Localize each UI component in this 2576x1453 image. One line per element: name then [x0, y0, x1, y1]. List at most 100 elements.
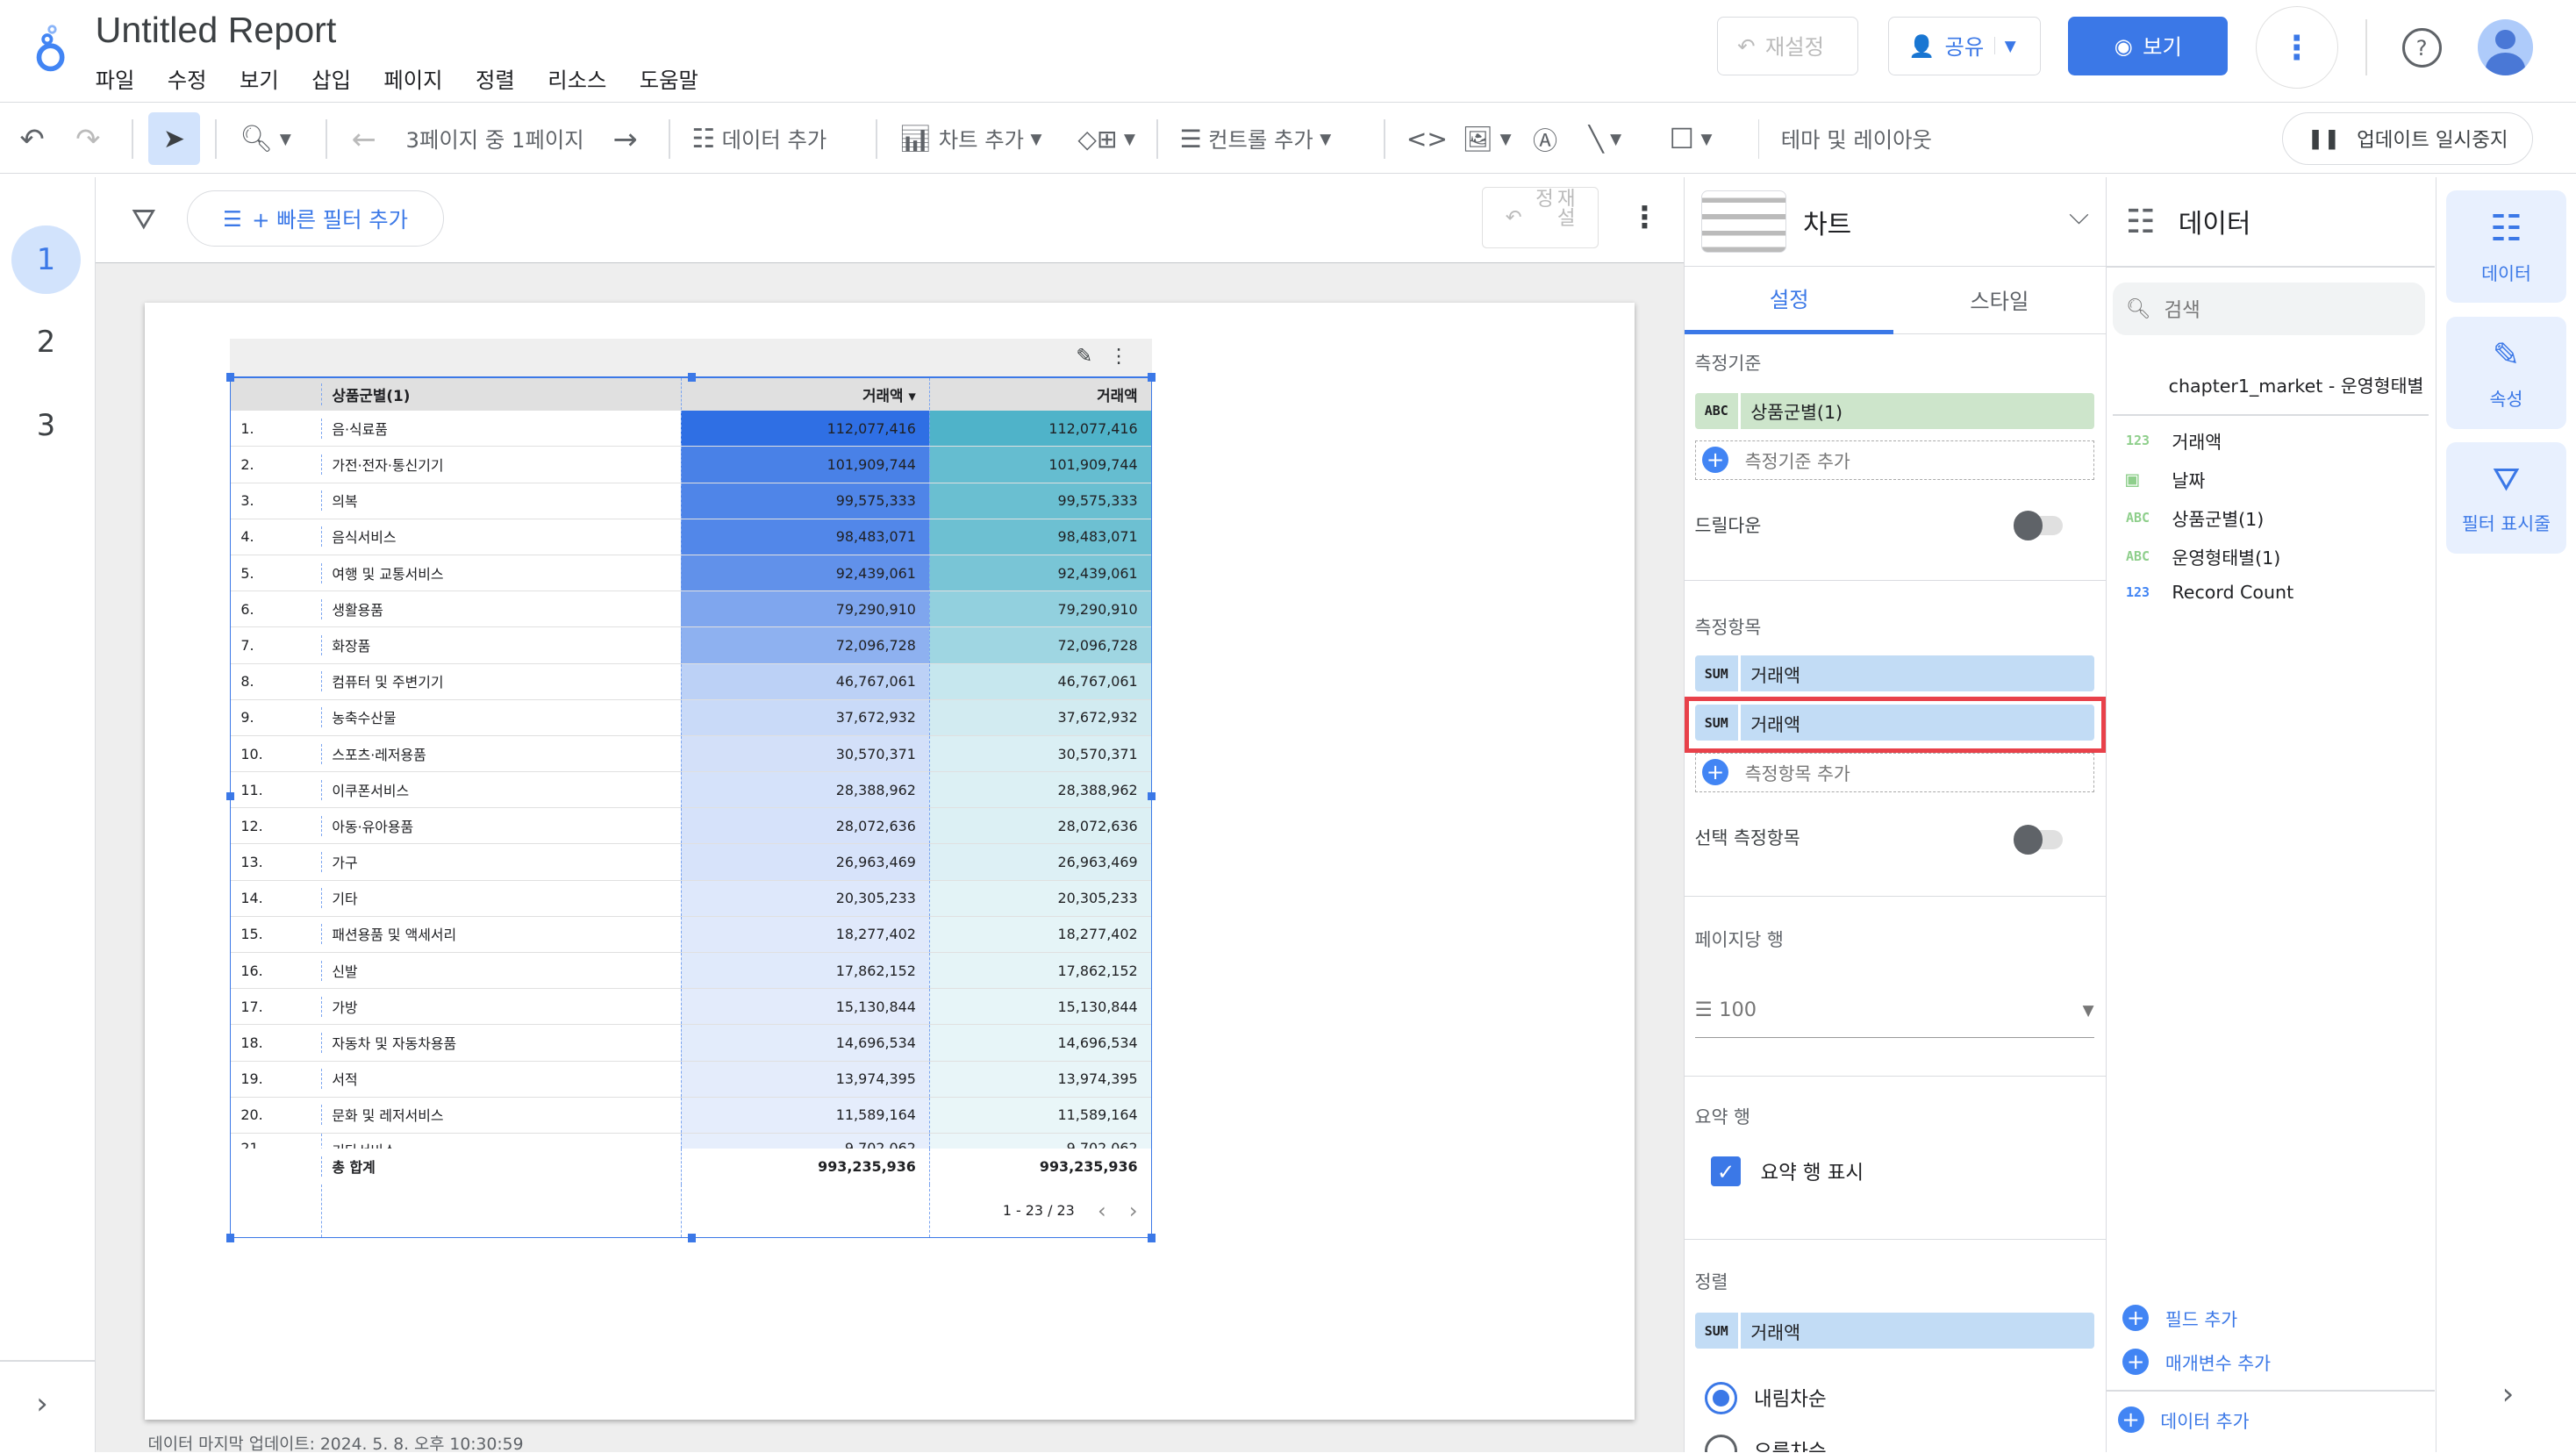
add-metric-button[interactable]: + 측정항목 추가	[1694, 752, 2094, 792]
table-row[interactable]: 13. 가구 26,963,469 26,963,469	[231, 844, 1151, 881]
table-row[interactable]: 7. 화장품 72,096,728 72,096,728	[231, 627, 1151, 664]
add-dimension-button[interactable]: + 측정기준 추가	[1694, 440, 2094, 480]
prev-page-icon[interactable]: ←	[351, 121, 376, 156]
dimension-chip[interactable]: ABC 상품군별(1)	[1694, 392, 2094, 429]
report-page[interactable]: ✎ ⋮ 상품군별(1) 거래액 ▾ 거래액 1. 음·식료품 112,077,416…	[144, 302, 1635, 1420]
table-chart[interactable]: ✎ ⋮ 상품군별(1) 거래액 ▾ 거래액 1. 음·식료품 112,077,416…	[225, 338, 1156, 1242]
add-control-button[interactable]: ☰ 컨트롤 추가 ▼	[1179, 124, 1332, 154]
next-page-icon[interactable]: ›	[1128, 1198, 1138, 1224]
chevron-down-icon[interactable]: ⌵	[2069, 200, 2089, 232]
edit-pencil-icon[interactable]: ✎	[1076, 345, 1093, 369]
table-row[interactable]: 21.기타서비스9,702,0629,702,062	[231, 1133, 1151, 1149]
chart-type-selector[interactable]: 차트	[1701, 190, 1851, 254]
column-header-amount[interactable]: 거래액	[928, 377, 1151, 411]
add-data-button[interactable]: + 데이터 추가	[2117, 1406, 2250, 1433]
table-row[interactable]: 2. 가전·전자·통신기기 101,909,744 101,909,744	[231, 447, 1151, 483]
table-row[interactable]: 1. 음·식료품 112,077,416 112,077,416	[231, 411, 1151, 447]
select-tool-icon[interactable]: ➤	[147, 112, 201, 166]
collapse-chevron-icon[interactable]: ›	[2501, 1377, 2515, 1412]
next-page-icon[interactable]: →	[612, 121, 638, 156]
add-data-button[interactable]: ☷ 데이터 추가	[691, 123, 827, 154]
table-row[interactable]: 5. 여행 및 교통서비스 92,439,061 92,439,061	[231, 555, 1151, 592]
pause-updates-button[interactable]: ❚❚ 업데이트 일시중지	[2281, 112, 2534, 166]
table-row[interactable]: 14. 기타 20,305,233 20,305,233	[231, 880, 1151, 917]
line-icon[interactable]: ╲ ▼	[1588, 124, 1622, 154]
metric-chip[interactable]: SUM 거래액	[1694, 705, 2094, 741]
page-2[interactable]: 2	[36, 324, 56, 359]
filter-icon[interactable]: ⛛	[131, 202, 157, 237]
field-item[interactable]: 123 Record Count	[2126, 582, 2293, 603]
rail-properties-button[interactable]: ✎ 속성	[2446, 317, 2566, 429]
field-search-input[interactable]: 🔍︎ 검색	[2113, 283, 2425, 335]
field-item[interactable]: ▣ 날짜	[2126, 466, 2205, 492]
page-1[interactable]: 1	[11, 225, 81, 295]
community-viz-button[interactable]: ◇⊞ ▼	[1077, 124, 1135, 154]
sort-ascending-radio[interactable]: 오름차순	[1704, 1434, 1827, 1453]
table-row[interactable]: 12. 아동·유아용품 28,072,636 28,072,636	[231, 808, 1151, 845]
add-chart-button[interactable]: 📊︎ 차트 추가 ▼	[898, 123, 1042, 154]
data-source-name[interactable]: chapter1_market - 운영형태별	[2168, 376, 2424, 397]
table-row[interactable]: 19. 서적 13,974,395 13,974,395	[231, 1061, 1151, 1098]
table-row[interactable]: 9. 농축수산물 37,672,932 37,672,932	[231, 699, 1151, 736]
filter-reset-button[interactable]: ↶ 재설정	[1481, 187, 1599, 248]
menu-insert[interactable]: 삽입	[311, 68, 351, 94]
chart-more-icon[interactable]: ⋮	[1108, 345, 1129, 369]
menu-file[interactable]: 파일	[95, 68, 135, 94]
redo-icon[interactable]: ↷	[75, 121, 101, 156]
table-row[interactable]: 6. 생활용품 79,290,910 79,290,910	[231, 591, 1151, 628]
shape-icon[interactable]: ☐ ▼	[1669, 122, 1713, 156]
rail-data-button[interactable]: ☷ 데이터	[2446, 190, 2566, 303]
menu-page[interactable]: 페이지	[383, 68, 443, 94]
menu-edit[interactable]: 수정	[167, 68, 207, 94]
metric-chip[interactable]: SUM 거래액	[1694, 655, 2094, 692]
sort-field-chip[interactable]: SUM 거래액	[1694, 1313, 2094, 1349]
table-row[interactable]: 4. 음식서비스 98,483,071 98,483,071	[231, 519, 1151, 555]
page-3[interactable]: 3	[36, 408, 56, 443]
quick-filter-button[interactable]: ☰ + 빠른 필터 추가	[187, 190, 444, 247]
table-row[interactable]: 10. 스포츠·레저용품 30,570,371 30,570,371	[231, 735, 1151, 773]
avatar[interactable]	[2477, 19, 2534, 76]
summary-row-checkbox[interactable]: ✓ 요약 행 표시	[1711, 1156, 1864, 1186]
table-row[interactable]: 3. 의복 99,575,333 99,575,333	[231, 483, 1151, 519]
embed-code-icon[interactable]: <>	[1406, 124, 1448, 154]
field-item[interactable]: ABC 운영형태별(1)	[2126, 543, 2280, 569]
optional-metrics-toggle[interactable]	[2013, 824, 2063, 855]
share-button[interactable]: 👤 공유 ▼	[1887, 16, 2041, 76]
sort-descending-radio[interactable]: 내림차순	[1704, 1381, 1827, 1415]
tab-style[interactable]: 스타일	[1893, 267, 2106, 335]
more-options-button[interactable]: ⋮	[2255, 6, 2338, 89]
field-item[interactable]: ABC 상품군별(1)	[2126, 505, 2264, 531]
rail-filter-bar-button[interactable]: ⛛ 필터 표시줄	[2446, 441, 2566, 555]
column-header-amount-sorted[interactable]: 거래액 ▾	[681, 377, 929, 411]
table-row[interactable]: 20. 문화 및 레저서비스 11,589,164 11,589,164	[231, 1097, 1151, 1134]
menu-resource[interactable]: 리소스	[547, 68, 607, 94]
table-row[interactable]: 16. 신발 17,862,152 17,862,152	[231, 953, 1151, 990]
text-box-icon[interactable]: Ⓐ	[1533, 125, 1558, 155]
table-row[interactable]: 11. 이쿠폰서비스 28,388,962 28,388,962	[231, 772, 1151, 809]
theme-layout-button[interactable]: 테마 및 레이아웃	[1780, 126, 1932, 153]
drilldown-toggle[interactable]	[2013, 511, 2063, 541]
report-title[interactable]: Untitled Report	[95, 10, 337, 51]
rows-per-page-select[interactable]: ☰ 100 ▼	[1694, 983, 2094, 1039]
table-row[interactable]: 17. 가방 15,130,844 15,130,844	[231, 989, 1151, 1026]
add-field-button[interactable]: + 필드 추가	[2122, 1304, 2237, 1331]
add-parameter-button[interactable]: + 매개변수 추가	[2122, 1349, 2271, 1376]
prev-page-icon[interactable]: ‹	[1097, 1198, 1106, 1224]
table-row[interactable]: 8. 컴퓨터 및 주변기기 46,767,061 46,767,061	[231, 663, 1151, 700]
column-header-category[interactable]: 상품군별(1)	[321, 383, 681, 405]
image-icon[interactable]: 🖼︎ ▼	[1462, 124, 1512, 154]
menu-help[interactable]: 도움말	[639, 68, 698, 94]
field-item[interactable]: 123 거래액	[2126, 427, 2222, 454]
expand-chevron-icon[interactable]: ›	[36, 1386, 48, 1421]
menu-arrange[interactable]: 정렬	[476, 68, 515, 94]
tab-setup[interactable]: 설정	[1685, 267, 1894, 335]
help-icon[interactable]: ?	[2401, 27, 2442, 68]
share-dropdown-icon[interactable]: ▼	[1993, 37, 2016, 55]
more-vert-icon[interactable]: ⋮	[1629, 200, 1660, 235]
zoom-icon[interactable]: 🔍︎ ▼	[240, 123, 291, 154]
undo-icon[interactable]: ↶	[19, 121, 45, 156]
view-button[interactable]: ◉ 보기	[2068, 16, 2229, 76]
menu-view[interactable]: 보기	[240, 68, 279, 94]
table-row[interactable]: 18. 자동차 및 자동차용품 14,696,534 14,696,534	[231, 1025, 1151, 1062]
reset-button[interactable]: ↶ 재설정	[1716, 16, 1858, 76]
